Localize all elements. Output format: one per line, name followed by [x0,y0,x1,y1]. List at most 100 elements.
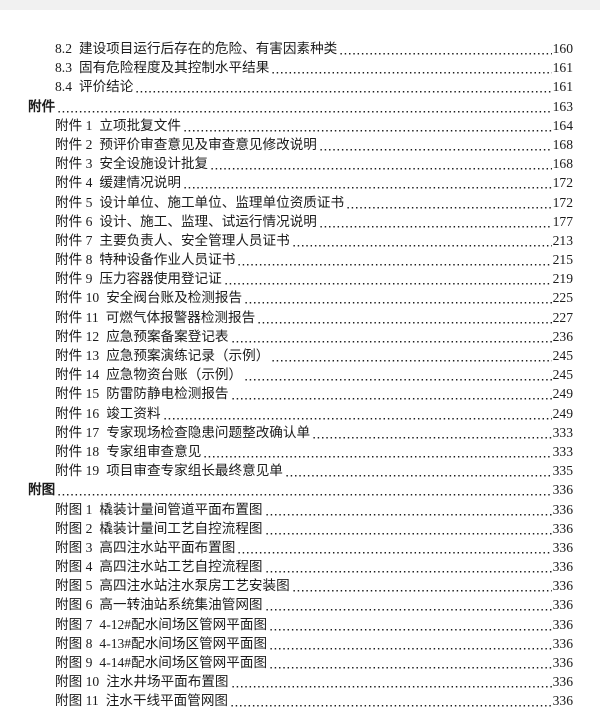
toc-entry[interactable]: 附件 1 立项批复文件 164 [28,115,573,135]
dot-leader [230,326,552,346]
toc-entry-page: 333 [552,424,573,440]
toc-entry[interactable]: 附件 10 安全阀台账及检测报告 225 [28,288,573,308]
toc-entry-page: 336 [552,539,573,555]
toc-entry[interactable]: 附件 8 特种设备作业人员证书 215 [28,250,573,270]
toc-entry-page: 336 [552,482,573,498]
toc-entry[interactable]: 附件 9 压力容器使用登记证 219 [28,269,573,289]
toc-entry-number: 附件 11 [55,309,99,325]
toc-entry[interactable]: 附图 4 高四注水站工艺自控流程图 336 [28,557,573,577]
toc-entry-title: 特种设备作业人员证书 [99,252,236,268]
dot-leader [230,384,552,404]
dot-leader [269,633,552,653]
toc-entry[interactable]: 附件 3 安全设施设计批复 168 [28,154,573,174]
toc-entry[interactable]: 附件 163 [28,96,573,116]
toc-entry-page: 213 [552,232,573,248]
dot-leader [291,230,552,251]
toc-entry[interactable]: 附件 4 缓建情况说明 172 [28,173,573,193]
dot-leader [210,154,552,174]
toc-entry-number: 附件 8 [55,252,93,268]
toc-entry[interactable]: 附图 2 橇装计量间工艺自控流程图 336 [28,518,573,538]
toc-entry[interactable]: 附件 11 可燃气体报警器检测报告 227 [28,307,573,327]
dot-leader [339,39,552,59]
toc-entry-page: 168 [552,156,573,172]
toc-entry-number: 附件 16 [55,405,100,421]
toc-entry-number: 8.2 [55,41,72,56]
dot-leader [264,557,552,577]
toc-entry-page: 163 [552,98,573,114]
toc-entry[interactable]: 附件 5 设计单位、施工单位、监理单位资质证书 172 [28,192,573,212]
toc-entry-page: 215 [552,252,573,268]
dot-leader [57,480,552,500]
toc-entry-title: 专家组审查意见 [106,443,202,459]
dot-leader [264,499,552,519]
toc-entry[interactable]: 附图 3 高四注水站平面布置图 336 [28,537,573,558]
toc-entry-page: 172 [552,175,573,191]
toc-entry-number: 附图 6 [55,597,93,613]
toc-entry[interactable]: 附件 2 预评价审查意见及审查意见修改说明 168 [28,134,573,155]
toc-entry[interactable]: 附件 7 主要负责人、安全管理人员证书 213 [28,230,573,251]
toc-entry-title: 安全阀台账及检测报告 [106,290,243,306]
toc-entry[interactable]: 附件 6 设计、施工、监理、试运行情况说明 177 [28,211,573,231]
toc-entry-page: 336 [552,597,573,613]
toc-entry-number: 附件 2 [55,136,93,152]
toc-entry[interactable]: 8.2 建设项目运行后存在的危险、有害因素种类 160 [28,39,573,59]
toc-entry-page: 161 [552,79,573,95]
toc-entry[interactable]: 附件 15 防雷防静电检测报告 249 [28,384,573,404]
toc-entry[interactable]: 附图 11 注水干线平面管网图 336 [28,691,573,711]
toc-entry-title: 4-12#配水间场区管网平面图 [99,616,268,632]
toc-entry-title: 设计、施工、监理、试运行情况说明 [99,213,317,229]
dot-leader [269,653,552,673]
toc-entry-number: 8.3 [55,60,72,76]
toc-entry-title: 缓建情况说明 [99,175,181,191]
toc-entry[interactable]: 附件 14 应急物资台账（示例） 245 [28,365,573,385]
toc-entry[interactable]: 附图 9 4-14#配水间场区管网平面图 336 [28,653,573,673]
toc-entry[interactable]: 附件 19 项目审查专家组长最终意见单 335 [28,461,573,481]
toc-entry-number: 附件 12 [55,328,100,344]
toc-entry[interactable]: 8.3 固有危险程度及其控制水平结果 161 [28,58,573,78]
page-top-edge-band [0,0,600,10]
toc-entry[interactable]: 附图 7 4-12#配水间场区管网平面图 336 [28,614,573,634]
dot-leader [203,441,552,462]
toc-entry[interactable]: 附图 1 橇装计量间管道平面布置图 336 [28,499,573,519]
toc-entry[interactable]: 附件 12 应急预案备案登记表 236 [28,326,573,346]
toc-entry[interactable]: 附图 10 注水井场平面布置图 336 [28,672,573,692]
toc-entry-title: 橇装计量间管道平面布置图 [99,501,263,517]
toc-entry-page: 245 [552,348,573,363]
dot-leader [264,595,552,615]
toc-entry[interactable]: 附图 336 [28,480,573,500]
toc-entry-number: 附图 8 [55,635,93,651]
toc-entry-title: 评价结论 [79,79,134,95]
toc-entry-title: 橇装计量间工艺自控流程图 [99,520,263,536]
toc-entry-number: 附件 3 [55,156,93,172]
toc-entry[interactable]: 附件 18 专家组审查意见 333 [28,441,573,462]
toc-entry-title: 防雷防静电检测报告 [106,386,229,402]
toc-entry-title: 立项批复文件 [99,117,181,133]
dot-leader [182,173,552,193]
toc-entry[interactable]: 附件 17 专家现场检查隐患问题整改确认单 333 [28,422,573,442]
dot-leader [57,96,552,116]
toc-entry-number: 附件 15 [55,386,100,402]
toc-entry-page: 336 [552,520,573,536]
toc-entry-page: 336 [552,674,573,690]
toc-entry-number: 附图 7 [55,616,93,632]
toc-entry-page: 336 [552,616,573,632]
toc-entry-number: 附图 11 [55,693,99,709]
toc-entry-title: 固有危险程度及其控制水平结果 [79,60,270,76]
toc-entry[interactable]: 附件 16 竣工资料 249 [28,403,573,423]
toc-entry[interactable]: 附图 6 高一转油站系统集油管网图 336 [28,595,573,615]
toc-entry-number: 附图 [28,482,56,498]
toc-entry[interactable]: 8.4 评价结论 161 [28,77,573,97]
toc-entry[interactable]: 附图 5 高四注水站注水泵房工艺安装图 336 [28,576,573,596]
dot-leader [271,58,552,78]
toc-entry-page: 219 [552,271,573,287]
toc-entry-page: 161 [552,60,573,76]
toc-entry[interactable]: 附图 8 4-13#配水间场区管网平面图 336 [28,633,573,653]
toc-entry-title: 应急物资台账（示例） [106,367,243,383]
toc-entry-number: 附图 2 [55,520,93,536]
toc-entry-title: 高一转油站系统集油管网图 [99,597,263,613]
toc-entry-page: 336 [552,655,573,670]
toc-entry-number: 附图 1 [55,501,93,517]
toc-entry-title: 注水干线平面管网图 [105,693,229,709]
toc-entry-page: 336 [552,693,573,709]
toc-entry[interactable]: 附件 13 应急预案演练记录（示例） 245 [28,346,573,366]
